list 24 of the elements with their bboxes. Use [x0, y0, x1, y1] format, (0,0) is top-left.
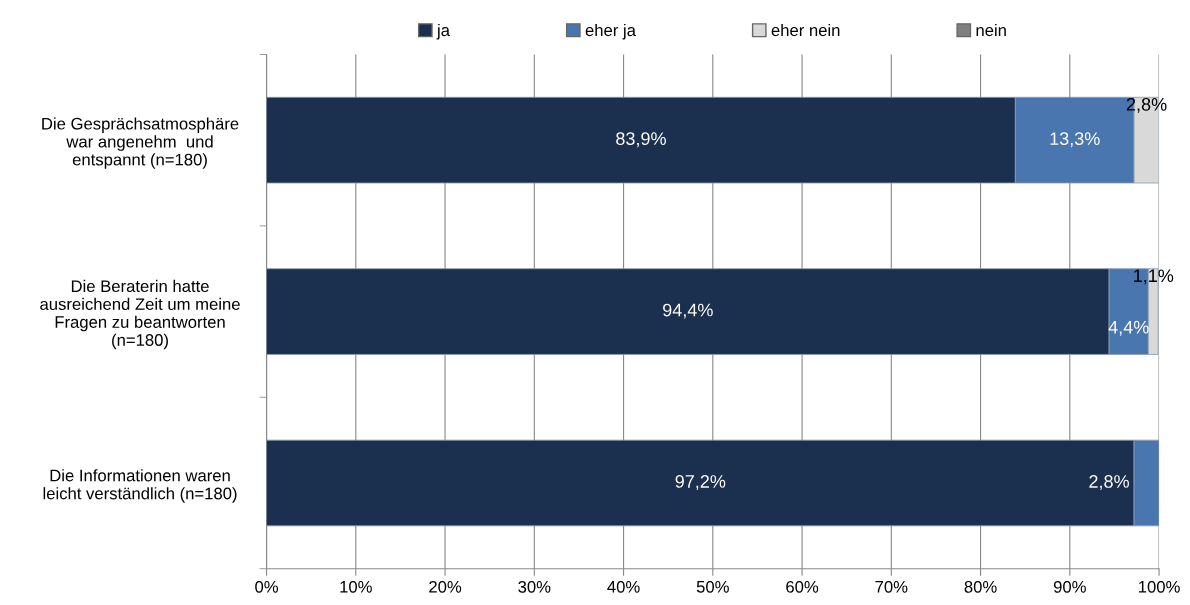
legend-label: ja	[436, 23, 450, 40]
x-tick-label: 90%	[1053, 580, 1086, 593]
y-tick-label: Die Informationen waren leicht verständlich (n=180)	[43, 469, 237, 503]
y-tick-label: Die Beraterin hatte ausreichend Zeit um meine Fragen zu beantworten (n=180)	[40, 279, 240, 350]
data-label: 4,4%	[1108, 320, 1149, 336]
x-tick-label: 40%	[607, 580, 640, 593]
data-label: 94,4%	[663, 303, 713, 319]
data-label: 83,9%	[616, 132, 666, 148]
data-label: 97,2%	[675, 475, 726, 490]
x-tick-label: 100%	[1139, 580, 1180, 593]
x-tick-label: 20%	[429, 580, 462, 593]
legend-label: nein	[976, 23, 1006, 37]
legend-label: eher nein	[771, 23, 840, 37]
x-tick-label: 80%	[964, 580, 997, 593]
x-tick-label: 10%	[340, 580, 372, 593]
x-tick-label: 0%	[255, 580, 279, 593]
data-label: 13,3%	[1050, 132, 1100, 148]
data-label: 2,8%	[1089, 475, 1129, 490]
x-tick-label: 70%	[875, 580, 908, 593]
legend-label: eher ja	[585, 23, 636, 40]
x-tick-label: 50%	[696, 580, 729, 593]
y-tick-label: Die Gesprächsatmosphäre war angenehm und entspannt (n=180)	[42, 117, 239, 169]
x-tick-label: 30%	[518, 580, 551, 593]
x-tick-label: 60%	[786, 580, 819, 593]
